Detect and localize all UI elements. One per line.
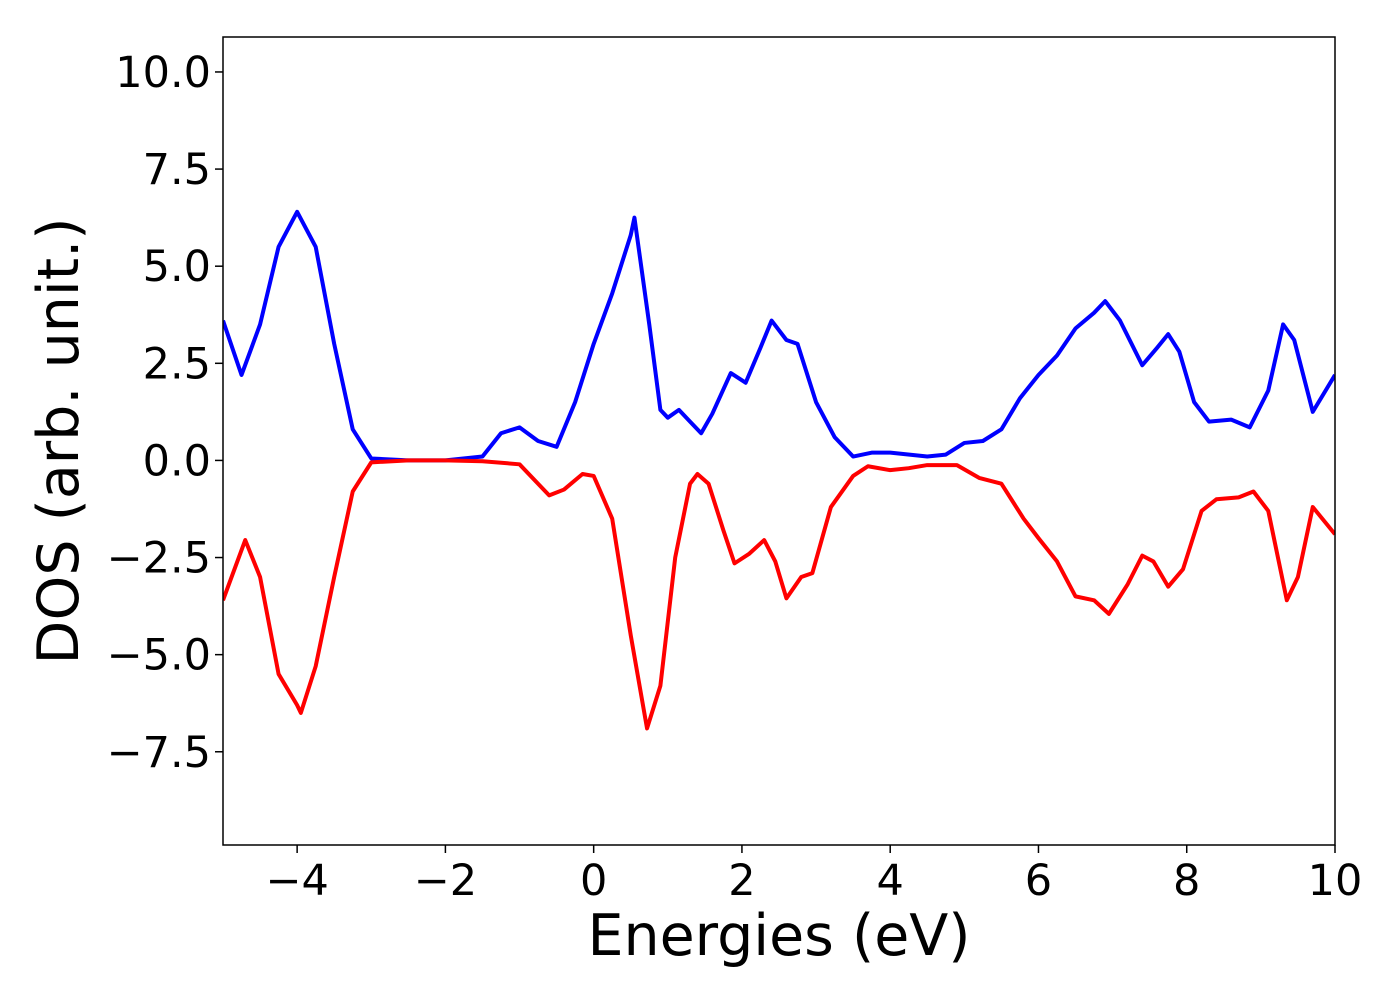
x-tick-label: −2 (414, 856, 477, 906)
x-tick-label: 10 (1308, 856, 1363, 906)
y-tick-label: −2.5 (107, 534, 211, 584)
y-tick-label: 0.0 (143, 436, 211, 486)
y-axis-label: DOS (arb. unit.) (26, 218, 92, 665)
y-tick-label: 5.0 (143, 242, 211, 292)
x-tick-label: 6 (1025, 856, 1052, 906)
x-tick-label: 0 (580, 856, 607, 906)
dos-line (223, 458, 1335, 731)
plot-frame (222, 36, 1336, 846)
x-tick-label: −4 (265, 856, 328, 906)
x-tick-label: 8 (1173, 856, 1200, 906)
y-tick-label: 2.5 (143, 339, 211, 389)
y-tick-label: 7.5 (143, 145, 211, 195)
x-axis-label: Energies (eV) (587, 903, 970, 969)
dos-line (223, 209, 1335, 463)
y-tick-label: −5.0 (107, 631, 211, 681)
x-tick-label: 4 (877, 856, 904, 906)
x-tick-label: 2 (728, 856, 755, 906)
y-tick-label: 10.0 (115, 48, 211, 98)
y-tick-label: −7.5 (107, 728, 211, 778)
